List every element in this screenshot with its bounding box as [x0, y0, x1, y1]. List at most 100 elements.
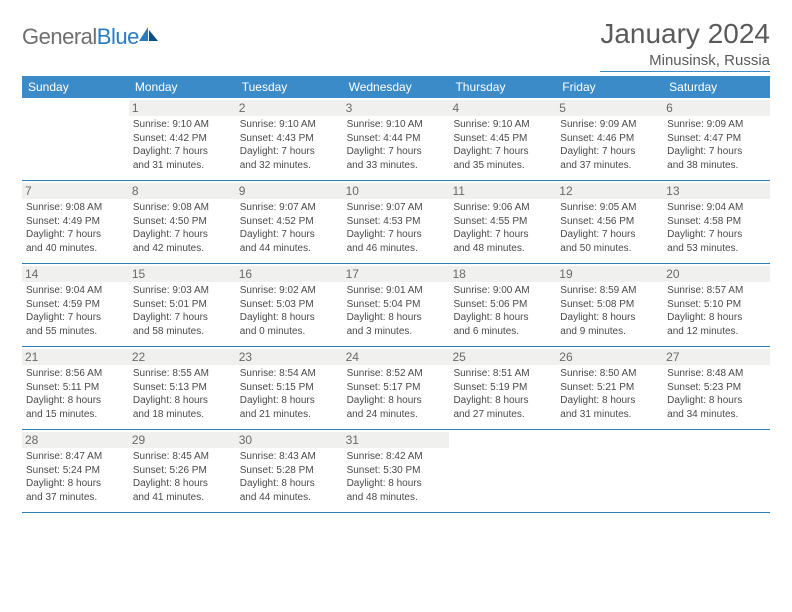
day-number: 22 — [129, 349, 236, 365]
calendar-grid: Sunday Monday Tuesday Wednesday Thursday… — [22, 76, 770, 513]
sunset-text: Sunset: 4:59 PM — [26, 298, 125, 312]
day-info: Sunrise: 9:09 AMSunset: 4:47 PMDaylight:… — [667, 118, 766, 172]
day-number: 18 — [449, 266, 556, 282]
daylight1-text: Daylight: 8 hours — [347, 394, 446, 408]
daylight1-text: Daylight: 7 hours — [560, 228, 659, 242]
daylight1-text: Daylight: 7 hours — [453, 228, 552, 242]
sunrise-text: Sunrise: 8:56 AM — [26, 367, 125, 381]
day-info: Sunrise: 8:43 AMSunset: 5:28 PMDaylight:… — [240, 450, 339, 504]
sunrise-text: Sunrise: 9:00 AM — [453, 284, 552, 298]
day-number: 8 — [129, 183, 236, 199]
day-info: Sunrise: 8:50 AMSunset: 5:21 PMDaylight:… — [560, 367, 659, 421]
day-info: Sunrise: 9:10 AMSunset: 4:42 PMDaylight:… — [133, 118, 232, 172]
day-info: Sunrise: 8:45 AMSunset: 5:26 PMDaylight:… — [133, 450, 232, 504]
day-number: 17 — [343, 266, 450, 282]
weekday-label: Wednesday — [343, 76, 450, 98]
header: GeneralBlue January 2024 Minusinsk, Russ… — [22, 18, 770, 72]
daylight1-text: Daylight: 7 hours — [133, 311, 232, 325]
week-row: 21Sunrise: 8:56 AMSunset: 5:11 PMDayligh… — [22, 347, 770, 430]
weekday-label: Saturday — [663, 76, 770, 98]
brand-logo: GeneralBlue — [22, 24, 159, 50]
sunrise-text: Sunrise: 8:52 AM — [347, 367, 446, 381]
day-info: Sunrise: 8:42 AMSunset: 5:30 PMDaylight:… — [347, 450, 446, 504]
sunset-text: Sunset: 5:08 PM — [560, 298, 659, 312]
sunset-text: Sunset: 4:53 PM — [347, 215, 446, 229]
day-cell: 13Sunrise: 9:04 AMSunset: 4:58 PMDayligh… — [663, 181, 770, 263]
day-number: 23 — [236, 349, 343, 365]
sunset-text: Sunset: 5:10 PM — [667, 298, 766, 312]
daylight2-text: and 38 minutes. — [667, 159, 766, 173]
sunrise-text: Sunrise: 9:10 AM — [453, 118, 552, 132]
day-cell: 17 Sunrise: 9:01 AMSunset: 5:04 PMDayligh… — [343, 264, 450, 346]
day-number: 1 — [129, 100, 236, 116]
daylight1-text: Daylight: 7 hours — [667, 228, 766, 242]
day-info: Sunrise: 8:48 AMSunset: 5:23 PMDaylight:… — [667, 367, 766, 421]
sunset-text: Sunset: 4:44 PM — [347, 132, 446, 146]
day-info: Sunrise: 9:08 AMSunset: 4:49 PMDaylight:… — [26, 201, 125, 255]
day-cell: 12Sunrise: 9:05 AMSunset: 4:56 PMDayligh… — [556, 181, 663, 263]
calendar-page: GeneralBlue January 2024 Minusinsk, Russ… — [0, 0, 792, 523]
sunrise-text: Sunrise: 8:55 AM — [133, 367, 232, 381]
sunrise-text: Sunrise: 9:10 AM — [347, 118, 446, 132]
daylight1-text: Daylight: 7 hours — [133, 228, 232, 242]
daylight2-text: and 48 minutes. — [347, 491, 446, 505]
sunset-text: Sunset: 4:45 PM — [453, 132, 552, 146]
day-info: Sunrise: 8:52 AMSunset: 5:17 PMDaylight:… — [347, 367, 446, 421]
day-cell: 5 Sunrise: 9:09 AMSunset: 4:46 PMDaylight… — [556, 98, 663, 180]
daylight2-text: and 3 minutes. — [347, 325, 446, 339]
day-info: Sunrise: 8:59 AMSunset: 5:08 PMDaylight:… — [560, 284, 659, 338]
sunset-text: Sunset: 5:24 PM — [26, 464, 125, 478]
sunrise-text: Sunrise: 9:04 AM — [26, 284, 125, 298]
sunset-text: Sunset: 5:03 PM — [240, 298, 339, 312]
day-info: Sunrise: 8:54 AMSunset: 5:15 PMDaylight:… — [240, 367, 339, 421]
day-info: Sunrise: 9:06 AMSunset: 4:55 PMDaylight:… — [453, 201, 552, 255]
daylight2-text: and 37 minutes. — [560, 159, 659, 173]
day-number: 3 — [343, 100, 450, 116]
sunrise-text: Sunrise: 9:07 AM — [347, 201, 446, 215]
day-cell — [22, 98, 129, 180]
day-info: Sunrise: 9:00 AMSunset: 5:06 PMDaylight:… — [453, 284, 552, 338]
day-info: Sunrise: 9:04 AMSunset: 4:59 PMDaylight:… — [26, 284, 125, 338]
day-number: 24 — [343, 349, 450, 365]
day-cell: 9Sunrise: 9:07 AMSunset: 4:52 PMDaylight… — [236, 181, 343, 263]
sunset-text: Sunset: 5:30 PM — [347, 464, 446, 478]
day-number: 2 — [236, 100, 343, 116]
sunrise-text: Sunrise: 9:01 AM — [347, 284, 446, 298]
daylight2-text: and 15 minutes. — [26, 408, 125, 422]
sunset-text: Sunset: 5:11 PM — [26, 381, 125, 395]
daylight2-text: and 48 minutes. — [453, 242, 552, 256]
day-number: 5 — [556, 100, 663, 116]
weekday-label: Thursday — [449, 76, 556, 98]
sunset-text: Sunset: 4:52 PM — [240, 215, 339, 229]
sail-icon — [139, 27, 159, 41]
sunset-text: Sunset: 4:43 PM — [240, 132, 339, 146]
sunrise-text: Sunrise: 9:04 AM — [667, 201, 766, 215]
sunset-text: Sunset: 4:55 PM — [453, 215, 552, 229]
day-cell: 10Sunrise: 9:07 AMSunset: 4:53 PMDayligh… — [343, 181, 450, 263]
sunset-text: Sunset: 4:58 PM — [667, 215, 766, 229]
day-cell: 4Sunrise: 9:10 AMSunset: 4:45 PMDaylight… — [449, 98, 556, 180]
day-cell: 31Sunrise: 8:42 AMSunset: 5:30 PMDayligh… — [343, 430, 450, 512]
day-cell: 18 Sunrise: 9:00 AMSunset: 5:06 PMDayligh… — [449, 264, 556, 346]
daylight1-text: Daylight: 8 hours — [667, 311, 766, 325]
day-info: Sunrise: 9:10 AMSunset: 4:44 PMDaylight:… — [347, 118, 446, 172]
day-cell: 29Sunrise: 8:45 AMSunset: 5:26 PMDayligh… — [129, 430, 236, 512]
day-cell: 1 Sunrise: 9:10 AMSunset: 4:42 PMDaylight… — [129, 98, 236, 180]
daylight1-text: Daylight: 8 hours — [560, 394, 659, 408]
daylight1-text: Daylight: 7 hours — [240, 145, 339, 159]
daylight2-text: and 12 minutes. — [667, 325, 766, 339]
daylight1-text: Daylight: 7 hours — [26, 228, 125, 242]
day-info: Sunrise: 9:09 AMSunset: 4:46 PMDaylight:… — [560, 118, 659, 172]
sunrise-text: Sunrise: 9:09 AM — [560, 118, 659, 132]
day-info: Sunrise: 8:47 AMSunset: 5:24 PMDaylight:… — [26, 450, 125, 504]
sunrise-text: Sunrise: 9:05 AM — [560, 201, 659, 215]
sunset-text: Sunset: 5:06 PM — [453, 298, 552, 312]
brand-part2: Blue — [97, 24, 139, 49]
day-number: 14 — [22, 266, 129, 282]
daylight2-text: and 35 minutes. — [453, 159, 552, 173]
day-info: Sunrise: 9:10 AMSunset: 4:43 PMDaylight:… — [240, 118, 339, 172]
day-cell: 14 Sunrise: 9:04 AMSunset: 4:59 PMDayligh… — [22, 264, 129, 346]
day-info: Sunrise: 9:01 AMSunset: 5:04 PMDaylight:… — [347, 284, 446, 338]
day-info: Sunrise: 9:07 AMSunset: 4:52 PMDaylight:… — [240, 201, 339, 255]
day-cell: 21Sunrise: 8:56 AMSunset: 5:11 PMDayligh… — [22, 347, 129, 429]
